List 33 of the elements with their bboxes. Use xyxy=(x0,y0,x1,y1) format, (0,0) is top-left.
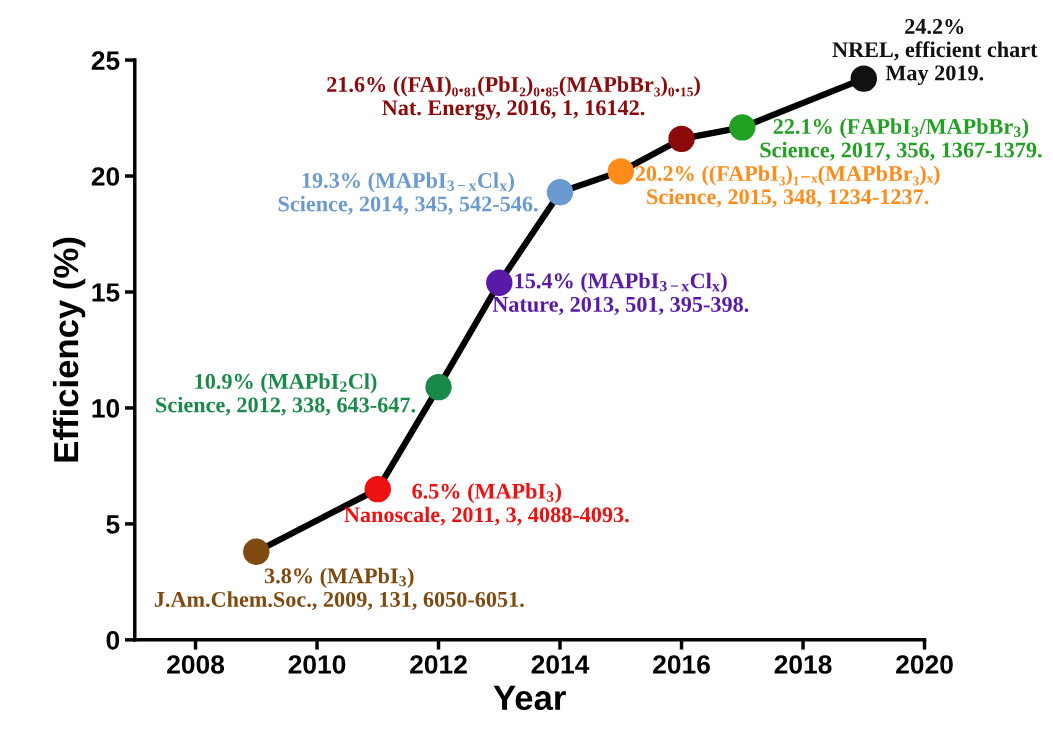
annotation: 15.4% (MAPbI$_{3−x}$Cl$_{x}$) Nature, 2013, 501, 395-398. xyxy=(492,272,749,316)
x-tick-label: 2012 xyxy=(410,655,467,674)
point xyxy=(546,179,574,206)
annotation: 6.5% (MAPbI$_{3}$) Nanoscale, 2011, 3, 4088-4093. xyxy=(344,483,629,526)
point xyxy=(668,125,695,153)
y-tick-label: 20 xyxy=(91,167,120,186)
point xyxy=(607,158,634,185)
x-tick-label: 2008 xyxy=(167,655,225,674)
x-tick-label: 2014 xyxy=(531,655,590,674)
annotation: 21.6% ((FAI)₀.₈₁(PbI₂)₀.₈₅(MAPbBr₃)₀.₁₅) Nat. Energy, 2016, 1, 16142. xyxy=(327,76,700,120)
x-tick-label: 2018 xyxy=(774,655,832,674)
x-tick-label: 2010 xyxy=(288,655,346,674)
y-tick-label: 10 xyxy=(92,399,120,418)
point xyxy=(364,475,391,503)
annotation: 22.1% (FAPbI$_{3}$/MAPbBr$_{3}$) Science, 2017, 356, 1367-1379. xyxy=(760,118,1042,161)
x-axis-title: Year xyxy=(493,685,566,711)
annotation: 19.3% (MAPbI$_{3−x}$Cl$_{x}$) Science, 2014, 345, 542-546. xyxy=(278,172,538,215)
annotation: 24.2% NREL, efficient chart May 2019. xyxy=(832,18,1038,85)
y-tick-label: 15 xyxy=(92,283,120,302)
point xyxy=(850,65,877,92)
point xyxy=(729,114,756,141)
y-axis-title: Efficiency (%) xyxy=(52,237,86,462)
annotation: 3.8% (MAPbI$_{3}$) J.Am.Chem.Soc., 2009, 131, 6050-6051. xyxy=(154,567,524,611)
annotation: 10.9% (MAPbI$_{2}$Cl) Science, 2012, 338, 643-647. xyxy=(156,373,416,416)
x-tick-label: 2016 xyxy=(653,655,710,674)
y-tick-label: 5 xyxy=(106,515,120,534)
point xyxy=(486,269,513,296)
point xyxy=(425,373,452,401)
y-tick-label: 25 xyxy=(91,51,120,70)
point xyxy=(243,538,270,565)
annotation: 20.2% ((FAPbI₃)₁₋ₓ(MAPbBr₃)ₓ) Science, 2015, 348, 1234-1237. xyxy=(635,165,940,208)
y-tick-label: 0 xyxy=(106,630,120,650)
x-tick-label: 2020 xyxy=(896,655,953,674)
